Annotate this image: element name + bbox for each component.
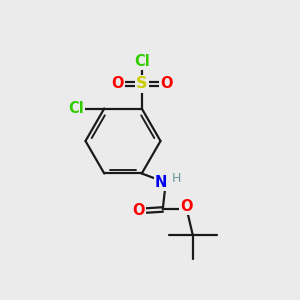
Text: O: O bbox=[111, 76, 123, 92]
Text: O: O bbox=[133, 203, 145, 218]
Text: O: O bbox=[181, 199, 193, 214]
Text: N: N bbox=[155, 175, 167, 190]
Text: Cl: Cl bbox=[134, 54, 150, 69]
Text: O: O bbox=[160, 76, 172, 92]
Text: Cl: Cl bbox=[68, 101, 84, 116]
Text: H: H bbox=[172, 172, 181, 185]
Text: S: S bbox=[136, 76, 148, 92]
